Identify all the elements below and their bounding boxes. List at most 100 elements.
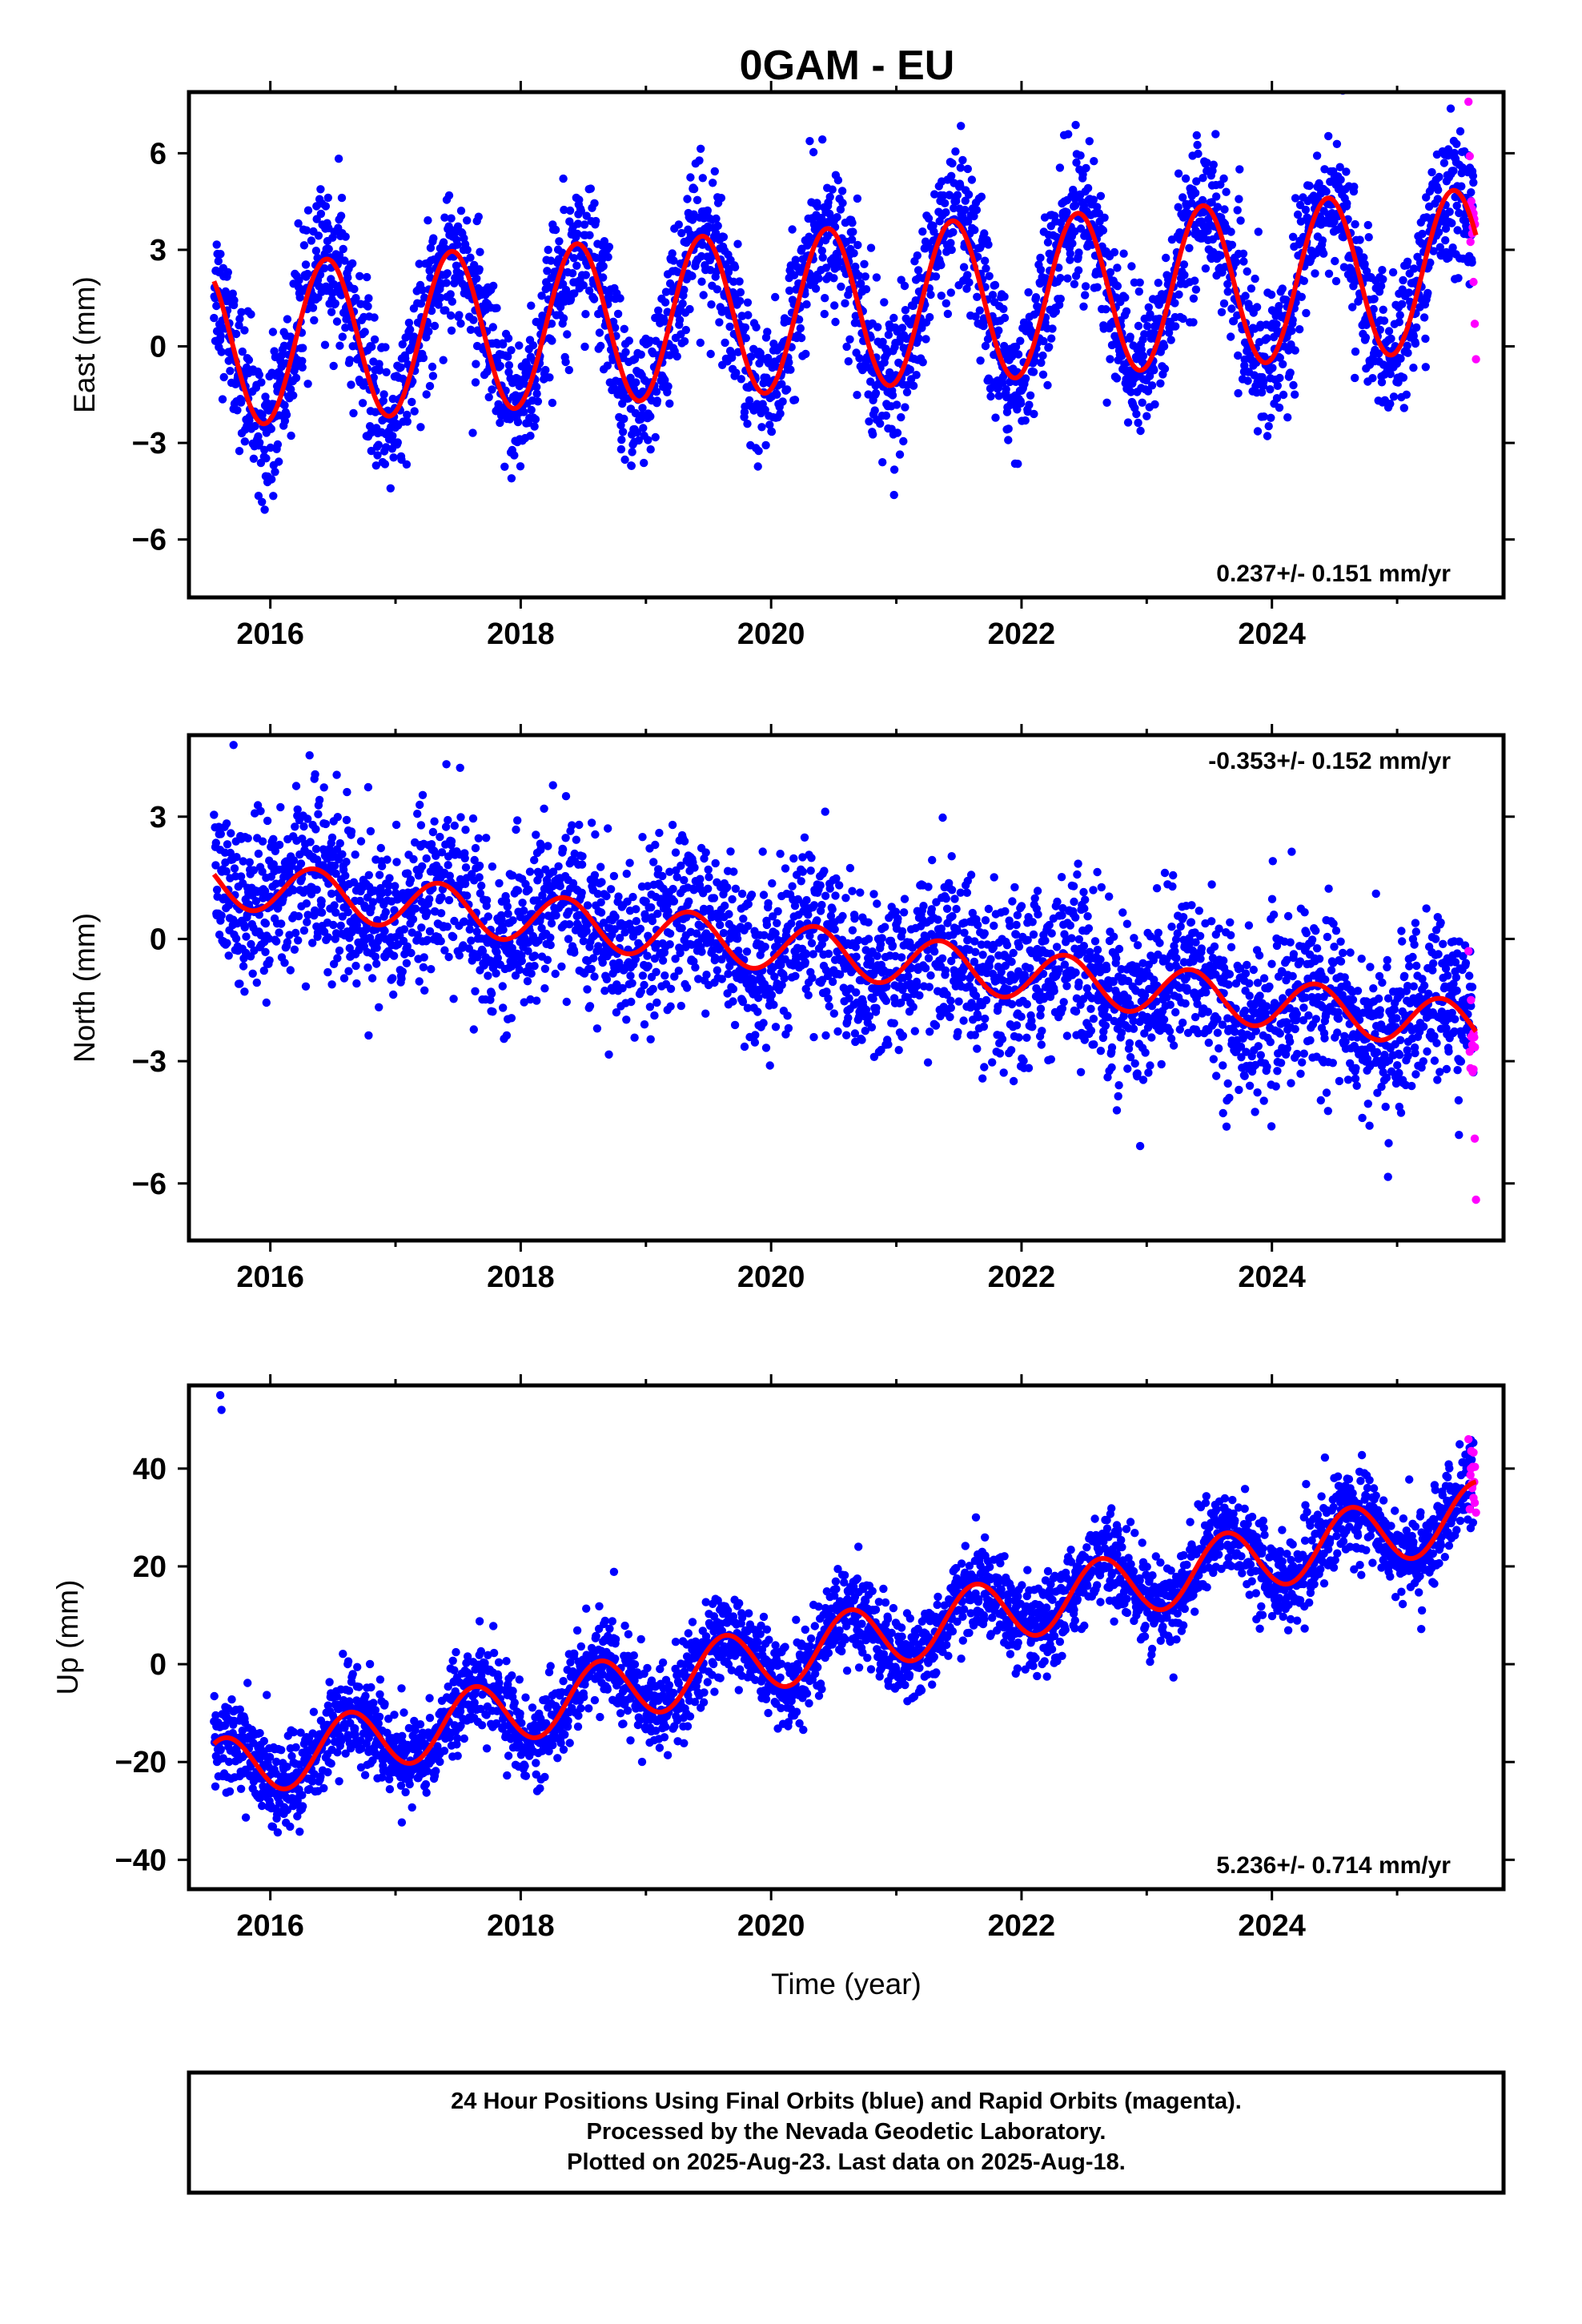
final-point [1434, 186, 1443, 195]
final-point [1166, 336, 1175, 344]
final-point [258, 867, 267, 876]
final-point [456, 207, 466, 215]
final-point [680, 875, 689, 885]
final-point [1319, 249, 1328, 258]
final-point [475, 873, 484, 882]
final-point [422, 390, 431, 399]
final-point [411, 904, 420, 913]
figure-title: 0GAM - EU [740, 42, 955, 89]
final-point [603, 361, 612, 370]
final-point [616, 420, 625, 430]
final-point [825, 884, 834, 893]
final-point [1291, 346, 1299, 355]
final-point [1291, 194, 1300, 203]
final-point [1453, 226, 1462, 235]
final-point [1275, 403, 1284, 412]
final-point [1435, 243, 1445, 251]
final-point [973, 292, 982, 301]
final-point [307, 236, 316, 245]
final-point [426, 273, 435, 282]
final-point [947, 245, 956, 255]
final-point [1209, 160, 1219, 169]
final-point [548, 398, 557, 408]
final-point [889, 490, 898, 500]
final-point [409, 854, 418, 864]
final-point [237, 308, 246, 316]
final-point [1068, 239, 1077, 248]
final-point [524, 885, 533, 895]
final-point [1096, 191, 1106, 200]
final-point [1399, 275, 1407, 285]
final-point [263, 816, 272, 826]
final-point [1403, 257, 1412, 266]
final-point [706, 349, 715, 359]
final-point [512, 825, 520, 834]
final-point [447, 326, 456, 335]
final-point [579, 937, 588, 946]
final-point [269, 860, 278, 869]
final-point [820, 309, 829, 319]
final-point [532, 383, 541, 392]
final-point [1305, 181, 1314, 191]
final-point [831, 891, 840, 900]
final-point [652, 387, 661, 396]
final-point [248, 969, 257, 979]
final-point [537, 292, 546, 300]
final-point [901, 403, 909, 412]
final-point [1126, 388, 1135, 396]
final-point [984, 240, 993, 249]
final-point [628, 448, 636, 456]
final-point [446, 311, 456, 320]
final-point [301, 982, 311, 991]
final-point [1272, 320, 1281, 329]
final-point [838, 911, 847, 921]
final-point [733, 239, 742, 248]
final-point [636, 987, 645, 996]
final-point [222, 866, 231, 876]
final-point [754, 446, 763, 456]
final-point [417, 923, 426, 932]
final-point [1369, 304, 1378, 314]
final-point [441, 822, 451, 831]
final-point [668, 249, 677, 258]
final-point [540, 964, 550, 974]
final-point [1100, 213, 1109, 222]
final-point [872, 273, 881, 282]
final-point [1234, 388, 1243, 398]
final-point [1364, 233, 1373, 242]
final-point [1132, 409, 1141, 419]
final-point [930, 190, 939, 199]
final-point [1074, 248, 1083, 257]
final-point [1448, 243, 1457, 252]
final-point [259, 966, 268, 975]
final-point [369, 373, 378, 382]
final-point [428, 827, 438, 837]
final-point [710, 167, 719, 176]
final-point [564, 935, 573, 943]
final-point [1399, 373, 1408, 382]
final-point [817, 135, 827, 144]
final-point [1106, 267, 1115, 277]
final-point [777, 380, 786, 388]
final-point [472, 274, 481, 283]
final-point [403, 417, 412, 426]
final-point [690, 863, 699, 872]
final-point [508, 871, 517, 880]
final-point [1360, 259, 1369, 268]
final-point [364, 294, 373, 303]
final-point [235, 315, 244, 324]
final-point [623, 897, 632, 907]
final-point [711, 953, 720, 963]
final-point [341, 324, 350, 332]
final-point [272, 937, 281, 946]
final-point [897, 412, 905, 422]
final-point [235, 321, 243, 330]
final-point [831, 317, 840, 327]
final-point [769, 1000, 778, 1009]
final-point [408, 915, 418, 924]
final-point [1435, 172, 1443, 182]
final-point [798, 867, 807, 876]
final-point [909, 381, 918, 390]
final-point [855, 354, 864, 363]
final-point [620, 928, 629, 937]
